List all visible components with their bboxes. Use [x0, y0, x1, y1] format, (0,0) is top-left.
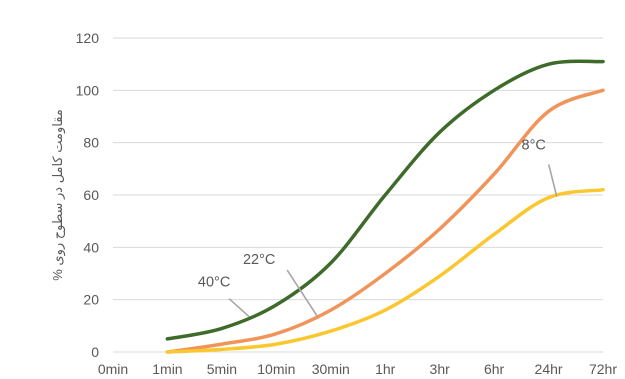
y-tick-label: 60 — [83, 187, 99, 203]
annotation-leader — [547, 164, 558, 197]
x-tick-label: 24hr — [535, 361, 563, 377]
x-tick-label: 5min — [207, 361, 237, 377]
annotation-label: 40°C — [198, 275, 230, 291]
x-tick-label: 1hr — [375, 361, 396, 377]
x-tick-label: 1min — [152, 361, 182, 377]
series-line-0 — [165, 59, 605, 341]
x-tick-label: 0min — [98, 361, 128, 377]
y-tick-label: 100 — [76, 82, 100, 98]
y-tick-label: 20 — [83, 292, 99, 308]
annotation-label: 22°C — [243, 252, 275, 268]
y-tick-label: 0 — [91, 344, 99, 360]
y-axis-label: % مقاومت کامل در سطوح روی — [50, 109, 66, 281]
y-tick-label: 80 — [83, 135, 99, 151]
x-tick-label: 3hr — [430, 361, 451, 377]
x-tick-label: 72hr — [589, 361, 617, 377]
annotation-leader — [286, 269, 318, 317]
annotations: 40°C 22°C 8°C — [198, 137, 558, 318]
y-axis-ticks: 0 20 40 60 80 100 120 — [76, 30, 100, 360]
gridlines — [113, 37, 603, 353]
annotation-label: 8°C — [522, 137, 546, 153]
y-tick-label: 120 — [76, 30, 100, 46]
y-tick-label: 40 — [83, 239, 99, 255]
series-line-1 — [165, 88, 605, 354]
x-axis-ticks: 0min 1min 5min 10min 30min 1hr 3hr 6hr 24hr 72hr — [98, 361, 618, 377]
annotation-leader — [228, 298, 250, 318]
series-line-2 — [165, 188, 605, 354]
x-tick-label: 30min — [312, 361, 350, 377]
series-lines — [165, 59, 605, 354]
x-tick-label: 10min — [257, 361, 295, 377]
x-tick-label: 6hr — [484, 361, 505, 377]
